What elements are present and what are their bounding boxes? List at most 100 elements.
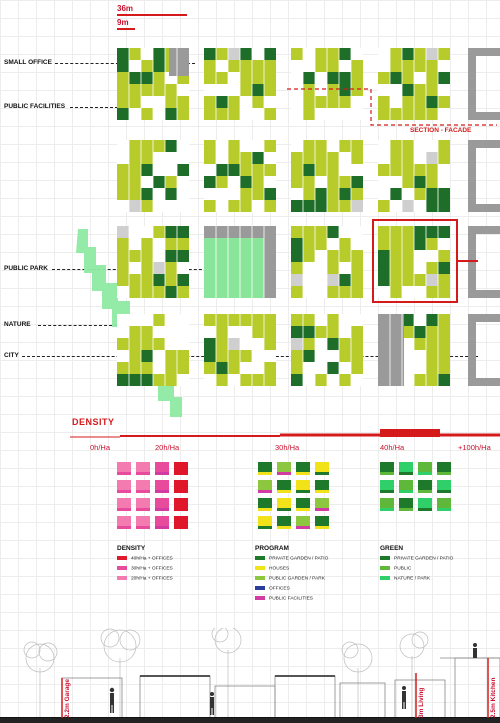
swatch-icon	[117, 566, 127, 570]
density-title: DENSITY	[72, 417, 115, 427]
swatch-icon	[117, 556, 127, 560]
label-public-park: PUBLIC PARK	[4, 265, 48, 272]
swatch-icon	[255, 596, 265, 600]
program-mini	[258, 462, 272, 472]
program-mini	[296, 480, 310, 490]
program-mini	[315, 462, 329, 472]
legend-green-item-1: PRIVATE GARDEN / PATIO	[380, 556, 453, 561]
density-level-40: 40h/Ha	[380, 443, 405, 452]
density-level-100: +100h/Ha	[458, 443, 491, 452]
tree-icon	[211, 628, 242, 718]
urban-tile	[204, 226, 276, 298]
person-icon	[109, 687, 115, 713]
legend-green-title: GREEN	[380, 545, 404, 552]
label-city: CITY	[4, 352, 19, 359]
green-mini	[437, 462, 451, 472]
program-mini	[258, 480, 272, 490]
density-level-20: 20h/Ha	[155, 443, 180, 452]
urban-tile	[291, 48, 363, 120]
street-section-drawing	[0, 628, 500, 723]
program-mini	[296, 498, 310, 508]
density-level-0: 0h/Ha	[90, 443, 111, 452]
urban-tile	[378, 314, 450, 386]
density-mini	[136, 462, 150, 472]
density-mini	[136, 516, 150, 526]
density-mini	[136, 480, 150, 490]
scale-label-9m: 9m	[117, 18, 129, 27]
density-mini	[155, 498, 169, 508]
density-mini	[117, 516, 131, 526]
edge-block-2	[468, 140, 500, 212]
urban-tile	[204, 140, 276, 212]
green-mini	[399, 462, 413, 472]
green-mini	[437, 480, 451, 490]
green-mini	[399, 480, 413, 490]
urban-tile	[378, 140, 450, 212]
scale-bar-36m	[117, 14, 187, 16]
program-mini	[315, 480, 329, 490]
section-facade-marker	[287, 88, 497, 126]
leader-nature	[38, 325, 168, 326]
density-mini	[117, 462, 131, 472]
urban-tile	[117, 48, 189, 120]
tree-icon	[399, 631, 429, 718]
program-mini	[258, 498, 272, 508]
program-mini	[315, 498, 329, 508]
green-mini	[380, 462, 394, 472]
density-mini	[155, 516, 169, 526]
urban-tile	[291, 314, 363, 386]
swatch-icon	[117, 576, 127, 580]
label-small-office: SMALL OFFICE	[4, 59, 52, 66]
section-height-living: 3m Living	[418, 687, 425, 718]
legend-program-item-2: HOUSES	[255, 566, 289, 571]
person-icon	[473, 643, 477, 658]
selected-tile-connector	[458, 260, 478, 262]
program-mini	[277, 480, 291, 490]
urban-tile	[117, 140, 189, 212]
density-gradient-bar	[70, 429, 500, 438]
program-mini	[277, 516, 291, 526]
urban-tile	[378, 226, 450, 298]
density-level-30: 30h/Ha	[275, 443, 300, 452]
program-mini	[315, 516, 329, 526]
leader-public-facilities	[70, 107, 128, 108]
density-mini	[174, 462, 188, 472]
green-mini	[380, 498, 394, 508]
legend-program-item-1: PRIVATE GARDEN / PATIO	[255, 556, 328, 561]
urban-tile	[378, 48, 450, 120]
green-mini	[437, 498, 451, 508]
program-mini	[296, 516, 310, 526]
person-icon	[402, 686, 406, 709]
label-section-facade: SECTION - FACADE	[410, 127, 472, 134]
legend-density-item-3: 20h/Ha + OFFICES	[117, 576, 173, 581]
urban-tile	[117, 226, 189, 298]
program-mini	[277, 498, 291, 508]
edge-block-3	[468, 226, 500, 298]
legend-density-item-2: 30h/Ha + OFFICES	[117, 566, 173, 571]
legend-program-item-3: PUBLIC GARDEN / PARK	[255, 576, 325, 581]
scale-label-36m: 36m	[117, 4, 134, 13]
tree-icon	[341, 641, 373, 718]
swatch-icon	[255, 556, 265, 560]
density-mini	[174, 480, 188, 490]
edge-block-4	[468, 314, 500, 386]
density-mini	[117, 498, 131, 508]
edge-block-1	[468, 48, 500, 120]
tree-icon	[23, 641, 58, 718]
swatch-icon	[255, 586, 265, 590]
density-mini	[174, 498, 188, 508]
label-public-facilities: PUBLIC FACILITIES	[4, 103, 66, 110]
program-mini	[258, 516, 272, 526]
legend-green-item-2: PUBLIC	[380, 566, 411, 571]
swatch-icon	[380, 566, 390, 570]
legend-density-title: DENSITY	[117, 545, 146, 552]
swatch-icon	[380, 556, 390, 560]
urban-tile	[204, 314, 276, 386]
urban-tile	[291, 140, 363, 212]
green-mini	[380, 480, 394, 490]
legend-green-item-3: NATURE / PARK	[380, 576, 430, 581]
label-nature: NATURE	[4, 321, 31, 328]
density-mini	[155, 462, 169, 472]
green-mini	[418, 498, 432, 508]
legend-program-item-5: PUBLIC FACILITIES	[255, 596, 313, 601]
